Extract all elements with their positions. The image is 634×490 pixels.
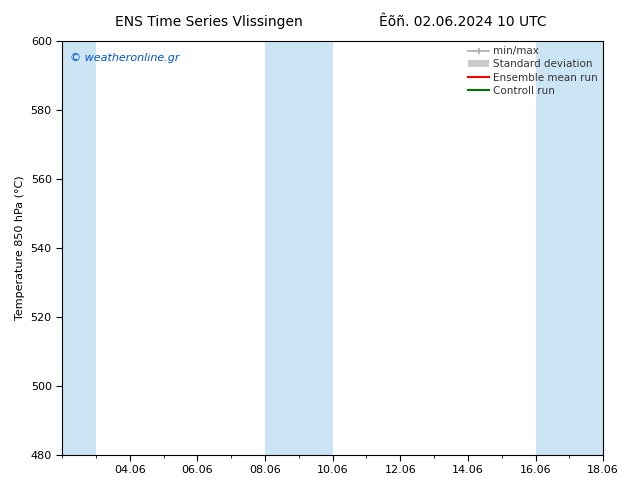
Y-axis label: Temperature 850 hPa (°C): Temperature 850 hPa (°C) xyxy=(15,175,25,320)
Text: Êõñ. 02.06.2024 10 UTC: Êõñ. 02.06.2024 10 UTC xyxy=(379,15,547,29)
Text: ENS Time Series Vlissingen: ENS Time Series Vlissingen xyxy=(115,15,303,29)
Bar xyxy=(62,41,96,455)
Bar xyxy=(536,41,603,455)
Text: © weatheronline.gr: © weatheronline.gr xyxy=(70,53,180,64)
Legend: min/max, Standard deviation, Ensemble mean run, Controll run: min/max, Standard deviation, Ensemble me… xyxy=(465,43,601,99)
Bar xyxy=(265,41,333,455)
